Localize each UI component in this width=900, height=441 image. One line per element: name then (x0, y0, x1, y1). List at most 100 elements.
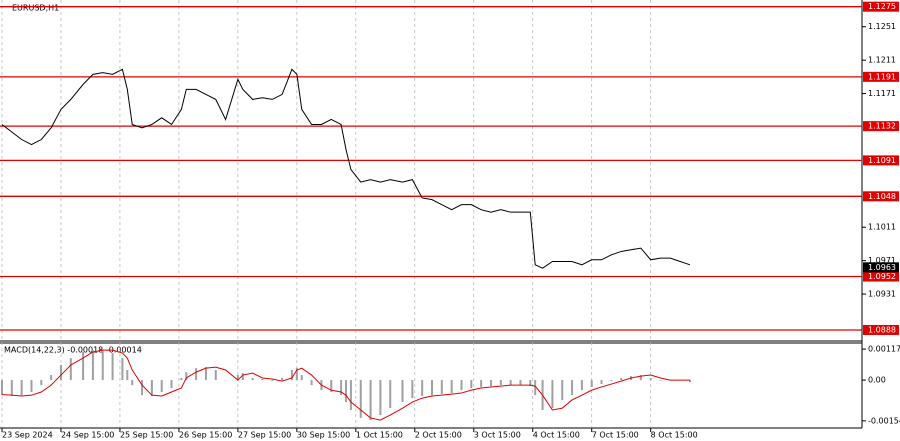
macd-bar (499, 380, 502, 386)
macd-bar (195, 368, 198, 381)
macd-bar (141, 380, 144, 396)
macd-bar (431, 380, 433, 396)
macd-bar (40, 380, 43, 386)
macd-bar (59, 364, 62, 381)
x-tick-label: 3 Oct 15:00 (474, 431, 521, 440)
macd-bar (214, 370, 217, 381)
current-price-bg (863, 262, 899, 273)
macd-bar (131, 380, 134, 386)
macd-bar (126, 370, 129, 381)
macd-bar (529, 380, 532, 387)
macd-bar (450, 380, 453, 394)
level-label: 1.1091 (868, 156, 896, 165)
macd-bar (224, 380, 227, 381)
macd-bar (50, 375, 53, 381)
macd-bar (519, 380, 522, 386)
x-tick-label: 24 Sep 15:00 (61, 431, 114, 440)
macd-bar (271, 380, 274, 382)
macd-bar (340, 380, 343, 396)
macd-bar (470, 380, 473, 389)
macd-bar (241, 373, 244, 381)
level-label-bg (863, 324, 899, 335)
x-tick-label: 7 Oct 15:00 (592, 431, 639, 440)
macd-bar (1, 380, 3, 396)
x-tick-label: 4 Oct 15:00 (533, 431, 580, 440)
level-label-bg (863, 155, 899, 166)
macd-bar (401, 380, 404, 403)
x-tick-label: 25 Sep 15:00 (120, 431, 173, 440)
macd-bar (101, 350, 104, 381)
macd-bar (261, 379, 264, 381)
macd-bar (359, 380, 362, 418)
macd-bar (295, 368, 298, 381)
macd-bar (639, 375, 642, 381)
signal-line (1, 349, 690, 421)
macd-bar (251, 377, 254, 381)
level-label: 1.1048 (868, 192, 896, 201)
macd-bar (180, 377, 183, 381)
macd-title: MACD(14,22,3) -0.00018 -0.00014 (4, 346, 142, 355)
macd-bar (121, 358, 124, 381)
y-tick-label: -0.00154 (868, 416, 900, 425)
y-tick-label: 1.1011 (868, 223, 896, 232)
price-line (1, 68, 691, 269)
macd-bar (310, 380, 313, 386)
macd-bar (561, 380, 564, 400)
macd-bar (534, 380, 537, 396)
level-label: 1.1132 (868, 122, 896, 131)
macd-bar (91, 350, 94, 381)
macd-bar (379, 380, 382, 416)
level-label: 1.0888 (868, 325, 896, 334)
y-tick-label: 0.00 (868, 376, 886, 385)
y-tick-label: 1.0931 (868, 290, 896, 299)
level-label-bg (863, 121, 899, 132)
macd-bar (489, 380, 492, 387)
y-tick-label: 0.00117 (868, 345, 900, 354)
x-tick-label: 26 Sep 15:00 (179, 431, 232, 440)
macd-bar (30, 380, 33, 392)
level-label-bg (863, 1, 899, 12)
macd-bar (571, 380, 574, 396)
macd-bar (659, 380, 662, 381)
macd-bar (290, 370, 293, 381)
macd-bar (460, 380, 463, 391)
macd-bar (20, 380, 23, 396)
macd-bar (281, 377, 284, 381)
macd-bar (170, 380, 173, 389)
macd-bar (440, 380, 443, 395)
macd-bar (580, 380, 583, 391)
macd-bar (345, 380, 347, 403)
macd-bar (185, 372, 188, 381)
macd-bar (10, 380, 13, 396)
x-tick-label: 27 Sep 15:00 (238, 431, 291, 440)
macd-bar (689, 380, 691, 383)
macd-bar (300, 375, 303, 381)
macd-bar (610, 380, 613, 382)
x-tick-label: 8 Oct 15:00 (651, 431, 698, 440)
macd-bar (620, 377, 623, 381)
x-tick-label: 23 Sep 2024 (2, 431, 53, 440)
chart-title: EURUSD,H1 (12, 4, 59, 13)
level-label-bg (863, 271, 899, 282)
macd-bar (421, 380, 424, 396)
level-label: 1.1191 (868, 72, 896, 81)
y-tick-label: 1.1211 (868, 56, 896, 65)
macd-bar (82, 352, 85, 381)
macd-bar (69, 358, 72, 381)
macd-bar (204, 367, 207, 381)
macd-bar (480, 380, 483, 387)
macd-bar (160, 380, 163, 392)
macd-bar (349, 380, 352, 410)
macd-bar (150, 380, 153, 396)
macd-bar (551, 380, 554, 409)
current-price-label: 1.0963 (868, 263, 896, 272)
macd-bar (111, 353, 114, 381)
level-label: 1.0952 (868, 272, 896, 281)
y-tick-label: 1.1251 (868, 22, 896, 31)
level-label-bg (863, 71, 899, 82)
x-tick-label: 30 Sep 15:00 (297, 431, 350, 440)
x-tick-label: 1 Oct 15:00 (356, 431, 403, 440)
